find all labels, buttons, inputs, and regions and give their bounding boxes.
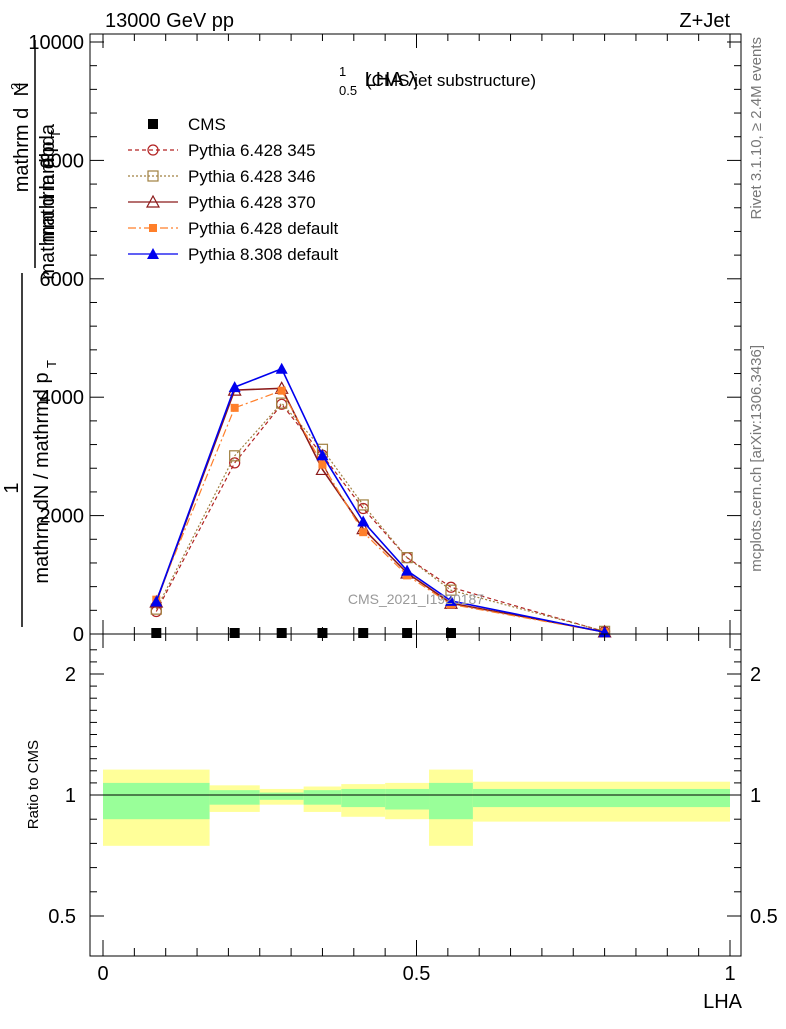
legend-entry-cms: CMS xyxy=(148,115,226,134)
main-y-tick-label: 4000 xyxy=(40,387,85,409)
legend-label: Pythia 6.428 346 xyxy=(188,167,316,186)
ratio-y-tick-label: 0.5 xyxy=(48,906,76,928)
data-point-cms xyxy=(276,628,287,638)
data-point-p6def xyxy=(318,460,327,469)
title-main: LHA λ xyxy=(365,69,418,91)
legend-label: CMS xyxy=(188,115,226,134)
data-point-p8def xyxy=(357,515,370,527)
data-point-p8def xyxy=(444,594,457,606)
mcplots-label: mcplots.cern.ch [arXiv:1306.3436] xyxy=(748,345,765,572)
main-y-tick-label: 8000 xyxy=(40,150,85,172)
title-sub: 0.5 xyxy=(339,83,357,98)
legend-marker xyxy=(149,224,157,232)
data-point-p8def xyxy=(150,595,163,607)
data-point-p6def xyxy=(230,403,239,412)
legend-entry-p346: Pythia 6.428 346 xyxy=(128,167,316,186)
ylabel-bottom: mathrm d p xyxy=(37,141,59,242)
data-point-p6def xyxy=(359,528,368,537)
ratio-band-inner xyxy=(209,790,260,805)
ylabel-left-den: mathrm dN / mathrmd p xyxy=(31,372,53,583)
ylabel-top: mathrm d xyxy=(11,108,33,192)
ylabel-bottom-sub: T xyxy=(48,130,63,138)
legend-entry-p370: Pythia 6.428 370 xyxy=(128,193,316,212)
ratio-band-inner xyxy=(103,782,210,820)
ylabel-top-tail: N xyxy=(11,82,33,96)
main-y-label: mathrm d 2 N mathrm d p T mathrm d lambd… xyxy=(1,40,63,627)
legend-marker xyxy=(147,144,159,156)
ylabel-left-prefix: 1 xyxy=(1,482,23,493)
analysis-watermark: CMS_2021_I1920187 xyxy=(348,591,484,607)
ratio-y-tick-label-right: 0.5 xyxy=(750,906,778,928)
ylabel-bottom-tail: mathrm d lambda xyxy=(37,123,59,279)
legend-label: Pythia 8.308 default xyxy=(188,245,339,264)
legend-marker xyxy=(147,248,159,259)
data-point-p346 xyxy=(229,450,241,462)
ratio-plot-panel: 0.5 0.5 1 1 2 2 0 0.5 1 Ratio to CMS LHA xyxy=(25,633,778,1013)
data-point-p345 xyxy=(229,457,241,469)
main-y-tick-label: 10000 xyxy=(28,32,84,54)
ratio-band-inner xyxy=(341,788,386,808)
legend-marker xyxy=(147,170,159,182)
data-point-cms xyxy=(402,628,413,638)
ratio-y-tick-label: 1 xyxy=(65,785,76,807)
legend-label: Pythia 6.428 default xyxy=(188,219,339,238)
ratio-band-inner xyxy=(472,788,730,808)
ratio-band-inner xyxy=(259,792,304,800)
main-y-tick-label: 6000 xyxy=(40,269,85,291)
main-plot-panel: 0 2000 4000 6000 8000 10000 CMS_2021_I1920187 xyxy=(28,32,742,646)
data-point-cms xyxy=(317,628,328,638)
series-line-p6def xyxy=(155,389,605,633)
data-point-cms xyxy=(358,628,369,638)
main-y-tick-label: 2000 xyxy=(40,506,85,528)
data-point-p8def xyxy=(401,564,414,576)
ratio-x-tick-label: 0 xyxy=(97,963,108,985)
ratio-y-tick-label-right: 2 xyxy=(750,664,761,686)
ratio-y-tick-label-right: 1 xyxy=(750,785,761,807)
legend-label: Pythia 6.428 370 xyxy=(188,193,316,212)
header-right: Z+Jet xyxy=(679,10,730,32)
title-suffix: (CMS jet substructure) xyxy=(366,71,536,90)
data-point-cms xyxy=(229,628,240,638)
series-line-p8def xyxy=(155,367,605,634)
data-point-p346 xyxy=(276,397,288,409)
ratio-y-label: Ratio to CMS xyxy=(25,740,42,829)
legend-label: Pythia 6.428 345 xyxy=(188,141,316,160)
svg-text:mathrm d p: mathrm d p xyxy=(37,141,59,242)
data-point-p8def xyxy=(275,362,288,374)
ylabel-left-den-sub: T xyxy=(44,360,59,368)
legend: CMS Pythia 6.428 345 Pythia 6.428 346 Pythi… xyxy=(128,115,339,264)
legend-marker xyxy=(145,194,161,208)
title-sup: 1 xyxy=(339,64,346,79)
series-line-p345 xyxy=(155,403,605,633)
data-point-p370 xyxy=(315,462,330,476)
header-left: 13000 GeV pp xyxy=(105,10,234,32)
legend-entry-p6def: Pythia 6.428 default xyxy=(128,219,339,238)
ratio-band-inner xyxy=(303,790,342,805)
ratio-x-tick-label: 1 xyxy=(724,963,735,985)
ylabel-top-sup: 2 xyxy=(8,83,23,90)
data-point-p6def xyxy=(277,386,286,395)
ratio-x-tick-label: 0.5 xyxy=(403,963,431,985)
data-point-p8def xyxy=(316,449,329,461)
legend-entry-p8def: Pythia 8.308 default xyxy=(128,245,339,264)
data-point-p8def xyxy=(228,381,241,393)
data-point-cms xyxy=(445,628,456,638)
data-point-p346 xyxy=(357,499,369,511)
ratio-band-inner xyxy=(429,782,473,820)
svg-text:mathrm dN / mathrmd p: mathrm dN / mathrmd p xyxy=(31,372,53,583)
ratio-y-tick-label: 2 xyxy=(65,664,76,686)
main-y-tick-label: 0 xyxy=(73,624,84,646)
series-line-p370 xyxy=(155,387,605,633)
svg-text:mathrm d: mathrm d xyxy=(11,108,33,192)
data-point-cms xyxy=(151,628,162,638)
rivet-label: Rivet 3.1.10, ≥ 2.4M events xyxy=(748,37,765,220)
ratio-band-inner xyxy=(385,788,430,810)
x-axis-label: LHA xyxy=(703,991,743,1013)
plot-title: LHA λ 1 0.5 (CMS jet substructure) xyxy=(339,64,536,98)
legend-entry-p345: Pythia 6.428 345 xyxy=(128,141,316,160)
svg-text:LHA λ: LHA λ xyxy=(365,69,418,91)
data-point-p346 xyxy=(401,552,413,564)
legend-marker xyxy=(148,119,158,129)
